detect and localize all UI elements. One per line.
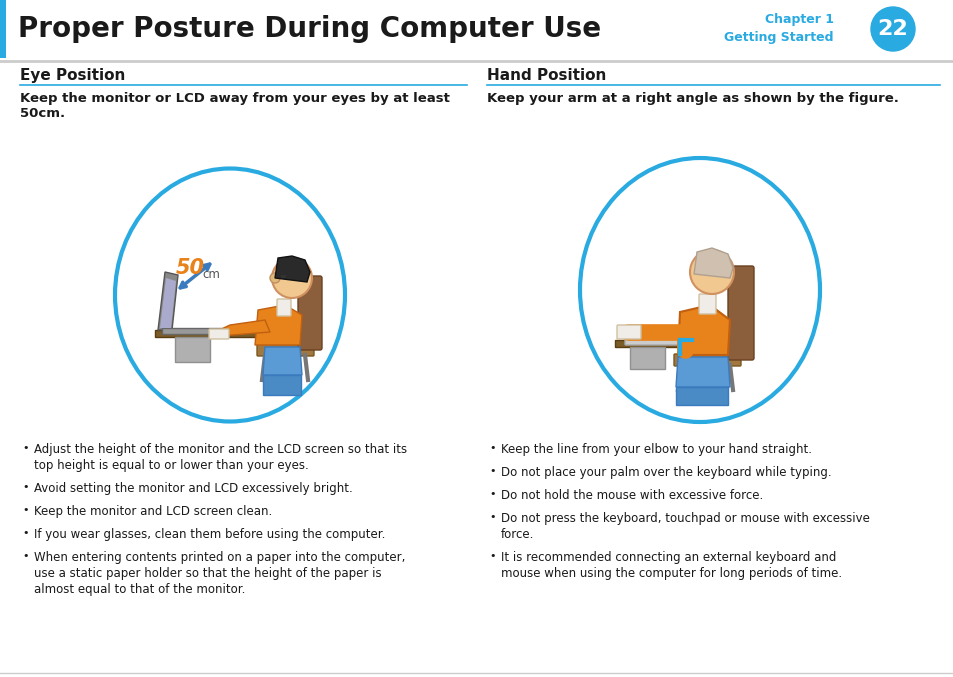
Text: •: • [489, 489, 495, 499]
FancyBboxPatch shape [673, 354, 740, 366]
FancyBboxPatch shape [256, 344, 314, 356]
Text: Eye Position: Eye Position [20, 68, 125, 83]
Ellipse shape [579, 158, 820, 422]
Text: Do not hold the mouse with excessive force.: Do not hold the mouse with excessive for… [500, 489, 762, 502]
Text: Keep your arm at a right angle as shown by the figure.: Keep your arm at a right angle as shown … [486, 92, 898, 105]
Text: •: • [489, 443, 495, 453]
Text: force.: force. [500, 528, 534, 541]
Text: Do not press the keyboard, touchpad or mouse with excessive: Do not press the keyboard, touchpad or m… [500, 512, 869, 525]
Text: Proper Posture During Computer Use: Proper Posture During Computer Use [18, 15, 600, 43]
Polygon shape [160, 278, 175, 328]
FancyBboxPatch shape [263, 375, 301, 395]
FancyBboxPatch shape [0, 0, 6, 58]
Text: Keep the line from your elbow to your hand straight.: Keep the line from your elbow to your ha… [500, 443, 811, 456]
Text: •: • [22, 505, 29, 515]
Text: Keep the monitor and LCD screen clean.: Keep the monitor and LCD screen clean. [34, 505, 272, 518]
Polygon shape [214, 320, 270, 336]
Polygon shape [263, 347, 302, 375]
Text: Adjust the height of the monitor and the LCD screen so that its: Adjust the height of the monitor and the… [34, 443, 407, 456]
Circle shape [272, 258, 312, 298]
Polygon shape [678, 305, 729, 355]
Polygon shape [158, 272, 178, 330]
FancyBboxPatch shape [699, 294, 716, 314]
Text: When entering contents printed on a paper into the computer,: When entering contents printed on a pape… [34, 551, 405, 564]
Text: mouse when using the computer for long periods of time.: mouse when using the computer for long p… [500, 567, 841, 580]
FancyBboxPatch shape [624, 335, 691, 345]
Text: Keep the monitor or LCD away from your eyes by at least
50cm.: Keep the monitor or LCD away from your e… [20, 92, 450, 120]
Text: If you wear glasses, clean them before using the computer.: If you wear glasses, clean them before u… [34, 528, 385, 541]
Text: 50: 50 [175, 258, 204, 278]
FancyBboxPatch shape [297, 276, 322, 350]
FancyBboxPatch shape [676, 387, 727, 405]
Text: It is recommended connecting an external keyboard and: It is recommended connecting an external… [500, 551, 836, 564]
Polygon shape [254, 305, 302, 345]
FancyBboxPatch shape [276, 299, 291, 316]
Text: cm: cm [202, 269, 219, 282]
Text: top height is equal to or lower than your eyes.: top height is equal to or lower than you… [34, 459, 309, 472]
FancyBboxPatch shape [154, 330, 294, 337]
FancyBboxPatch shape [617, 325, 640, 339]
Polygon shape [274, 256, 310, 282]
FancyBboxPatch shape [629, 347, 664, 369]
Text: •: • [489, 512, 495, 522]
Text: •: • [489, 551, 495, 561]
Text: Chapter 1: Chapter 1 [764, 14, 833, 26]
Text: almost equal to that of the monitor.: almost equal to that of the monitor. [34, 583, 245, 596]
Text: •: • [22, 551, 29, 561]
Text: •: • [22, 443, 29, 453]
FancyBboxPatch shape [174, 337, 210, 362]
Circle shape [270, 273, 280, 283]
FancyBboxPatch shape [615, 340, 744, 347]
Circle shape [689, 250, 733, 294]
Ellipse shape [115, 169, 345, 422]
FancyBboxPatch shape [162, 328, 222, 334]
Polygon shape [693, 248, 732, 278]
Text: use a static paper holder so that the height of the paper is: use a static paper holder so that the he… [34, 567, 381, 580]
Text: •: • [22, 528, 29, 538]
Text: Do not place your palm over the keyboard while typing.: Do not place your palm over the keyboard… [500, 466, 831, 479]
Polygon shape [676, 357, 729, 387]
Text: •: • [22, 482, 29, 492]
FancyBboxPatch shape [209, 329, 229, 339]
Text: •: • [489, 466, 495, 476]
Text: 22: 22 [877, 19, 907, 39]
Circle shape [870, 7, 914, 51]
Text: Avoid setting the monitor and LCD excessively bright.: Avoid setting the monitor and LCD excess… [34, 482, 353, 495]
FancyBboxPatch shape [727, 266, 753, 360]
Text: Hand Position: Hand Position [486, 68, 606, 83]
FancyBboxPatch shape [0, 0, 953, 58]
Text: Getting Started: Getting Started [723, 32, 833, 45]
